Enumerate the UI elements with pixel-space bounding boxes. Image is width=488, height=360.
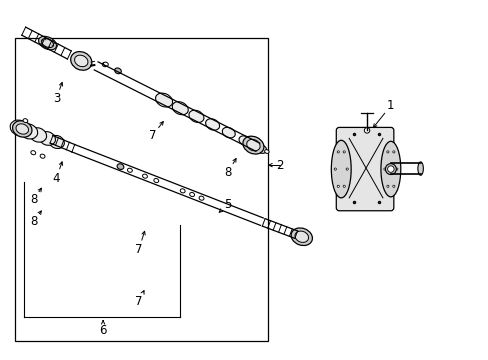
Text: 4: 4 (53, 171, 60, 185)
Ellipse shape (346, 168, 347, 170)
Ellipse shape (380, 141, 400, 197)
Ellipse shape (117, 164, 123, 170)
Ellipse shape (75, 55, 88, 67)
Ellipse shape (114, 68, 121, 74)
Text: 8: 8 (224, 166, 231, 179)
Ellipse shape (264, 150, 268, 153)
Ellipse shape (155, 93, 172, 107)
Ellipse shape (392, 151, 394, 153)
FancyBboxPatch shape (336, 127, 393, 211)
Ellipse shape (102, 63, 107, 67)
Ellipse shape (417, 162, 423, 175)
Ellipse shape (239, 136, 250, 146)
Ellipse shape (364, 128, 369, 133)
Text: 8: 8 (30, 215, 37, 228)
Ellipse shape (294, 231, 308, 242)
Ellipse shape (222, 127, 235, 138)
Ellipse shape (23, 119, 28, 122)
Text: 6: 6 (99, 324, 107, 337)
Ellipse shape (331, 140, 350, 198)
Text: 7: 7 (135, 243, 142, 256)
Ellipse shape (41, 39, 53, 48)
Ellipse shape (243, 136, 264, 154)
Ellipse shape (386, 185, 388, 187)
Text: 8: 8 (30, 193, 37, 206)
Ellipse shape (337, 185, 339, 187)
Text: 3: 3 (53, 92, 60, 105)
Ellipse shape (188, 110, 203, 122)
Ellipse shape (387, 166, 393, 172)
Ellipse shape (205, 119, 219, 130)
Ellipse shape (343, 151, 345, 153)
Ellipse shape (255, 144, 266, 153)
Ellipse shape (16, 124, 28, 134)
Ellipse shape (127, 168, 132, 172)
Ellipse shape (386, 151, 388, 153)
Ellipse shape (343, 185, 345, 187)
Ellipse shape (392, 185, 394, 187)
Text: 7: 7 (135, 294, 142, 307)
Ellipse shape (142, 174, 147, 178)
Ellipse shape (20, 124, 38, 139)
Ellipse shape (49, 135, 64, 149)
Text: 2: 2 (275, 159, 283, 172)
Ellipse shape (180, 189, 185, 193)
Text: 1: 1 (386, 99, 394, 112)
Ellipse shape (199, 196, 203, 200)
Ellipse shape (40, 154, 45, 158)
Ellipse shape (383, 168, 385, 170)
Ellipse shape (290, 228, 312, 246)
Ellipse shape (395, 168, 397, 170)
Text: 7: 7 (149, 129, 156, 142)
Ellipse shape (103, 62, 108, 66)
Ellipse shape (10, 120, 29, 136)
Ellipse shape (39, 36, 57, 50)
Bar (15, 38, 267, 341)
Ellipse shape (246, 139, 260, 151)
Ellipse shape (13, 121, 32, 137)
Ellipse shape (337, 151, 339, 153)
Ellipse shape (39, 131, 55, 145)
Ellipse shape (29, 128, 46, 142)
Ellipse shape (71, 51, 92, 70)
Ellipse shape (333, 168, 336, 170)
Ellipse shape (189, 193, 194, 197)
Ellipse shape (385, 164, 395, 175)
Ellipse shape (172, 102, 188, 115)
Text: 5: 5 (224, 198, 231, 211)
Ellipse shape (31, 150, 36, 155)
Ellipse shape (154, 179, 159, 183)
